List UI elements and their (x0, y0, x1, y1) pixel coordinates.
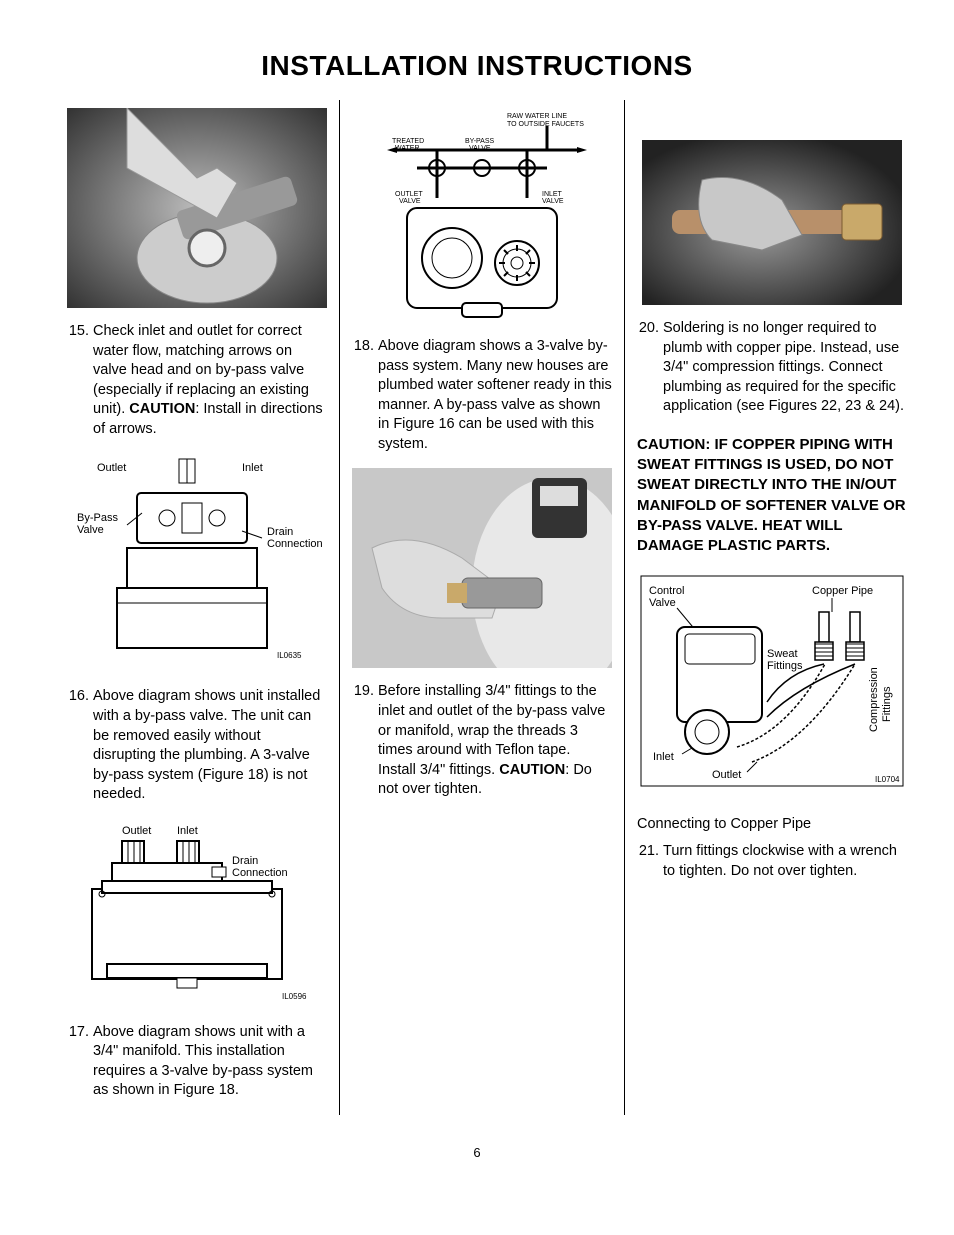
label-drain: DrainConnection (267, 526, 323, 550)
label-outlet: Outlet (97, 462, 126, 474)
label-bypass: BY-PASSVALVE (465, 138, 495, 152)
label-inlet: Inlet (653, 751, 674, 763)
step-number: 17. (67, 1023, 93, 1101)
columns: 15. Check inlet and outlet for correct w… (55, 100, 899, 1115)
figure-15-photo (67, 108, 327, 308)
caution-inline: CAUTION (129, 401, 195, 417)
step-number: 21. (637, 842, 663, 881)
caution-inline: CAUTION (499, 762, 565, 778)
label-fittings: Fittings (881, 686, 893, 722)
three-valve-bypass-diagram-icon: RAW WATER LINETO OUTSIDE FAUCETS TREATED… (357, 108, 607, 323)
label-raw: RAW WATER LINETO OUTSIDE FAUCETS (507, 113, 584, 128)
caution-block: CAUTION: IF COPPER PIPING WITH SWEAT FIT… (637, 435, 907, 557)
bypass-valve-diagram-icon: Outlet Inlet By-PassValve DrainConnectio… (67, 453, 327, 673)
step-body: Check inlet and outlet for correct water… (93, 322, 327, 439)
diagram-id: IL0635 (277, 651, 302, 660)
step-body: Soldering is no longer required to plumb… (663, 319, 907, 417)
label-bypass: By-PassValve (77, 512, 118, 536)
step-18: 18. Above diagram shows a 3-valve by-pas… (352, 337, 612, 454)
label-inlet: Inlet (242, 462, 263, 474)
step-19: 19. Before installing 3/4" fittings to t… (352, 682, 612, 799)
figure-16-diagram: Outlet Inlet By-PassValve DrainConnectio… (67, 453, 327, 673)
label-sweat: SweatFittings (767, 648, 803, 672)
page-number: 6 (55, 1145, 899, 1160)
figure-18-diagram: RAW WATER LINETO OUTSIDE FAUCETS TREATED… (352, 108, 612, 323)
step-body: Above diagram shows a 3-valve by-pass sy… (378, 337, 612, 454)
photo-fitting-hand-icon (352, 468, 612, 668)
label-outlet-valve: OUTLETVALVE (395, 191, 423, 205)
step-body: Before installing 3/4" fittings to the i… (378, 682, 612, 799)
column-2: RAW WATER LINETO OUTSIDE FAUCETS TREATED… (339, 100, 624, 1115)
column-3: 20. Soldering is no longer required to p… (624, 100, 919, 1115)
label-drain: DrainConnection (232, 855, 288, 879)
step-21: 21. Turn fittings clockwise with a wrenc… (637, 842, 907, 881)
photo-compression-fitting-icon (642, 140, 902, 305)
step-16: 16. Above diagram shows unit installed w… (67, 687, 327, 804)
step-17: 17. Above diagram shows unit with a 3/4"… (67, 1023, 327, 1101)
page-title: INSTALLATION INSTRUCTIONS (55, 50, 899, 82)
step-body: Turn fittings clockwise with a wrench to… (663, 842, 907, 881)
figure-19-photo (352, 468, 612, 668)
photo-valve-hand-icon (67, 108, 327, 308)
step-number: 15. (67, 322, 93, 439)
diagram-id: IL0704 (875, 775, 900, 784)
step-number: 16. (67, 687, 93, 804)
label-outlet: Outlet (712, 769, 741, 781)
manifold-diagram-icon: Outlet Inlet DrainConnection IL0596 (82, 819, 312, 1009)
step-body: Above diagram shows unit installed with … (93, 687, 327, 804)
step-body: Above diagram shows unit with a 3/4" man… (93, 1023, 327, 1101)
column-1: 15. Check inlet and outlet for correct w… (55, 100, 339, 1115)
diagram-id: IL0596 (282, 992, 307, 1001)
label-inlet: Inlet (177, 825, 198, 837)
step-number: 20. (637, 319, 663, 417)
step-number: 19. (352, 682, 378, 799)
label-inlet-valve: INLETVALVE (542, 191, 564, 205)
step-number: 18. (352, 337, 378, 454)
figure-21-caption: Connecting to Copper Pipe (637, 816, 907, 832)
figure-20-photo (637, 140, 907, 305)
label-outlet: Outlet (122, 825, 151, 837)
figure-21-diagram: ControlValve Copper Pipe SweatFittings C… (637, 572, 907, 802)
label-copper: Copper Pipe (812, 585, 873, 597)
step-15: 15. Check inlet and outlet for correct w… (67, 322, 327, 439)
step-20: 20. Soldering is no longer required to p… (637, 319, 907, 417)
label-compression: Compression (868, 668, 880, 733)
copper-pipe-connection-diagram-icon: ControlValve Copper Pipe SweatFittings C… (637, 572, 907, 802)
page: INSTALLATION INSTRUCTIONS 15. (0, 0, 954, 1190)
figure-17-diagram: Outlet Inlet DrainConnection IL0596 (67, 819, 327, 1009)
